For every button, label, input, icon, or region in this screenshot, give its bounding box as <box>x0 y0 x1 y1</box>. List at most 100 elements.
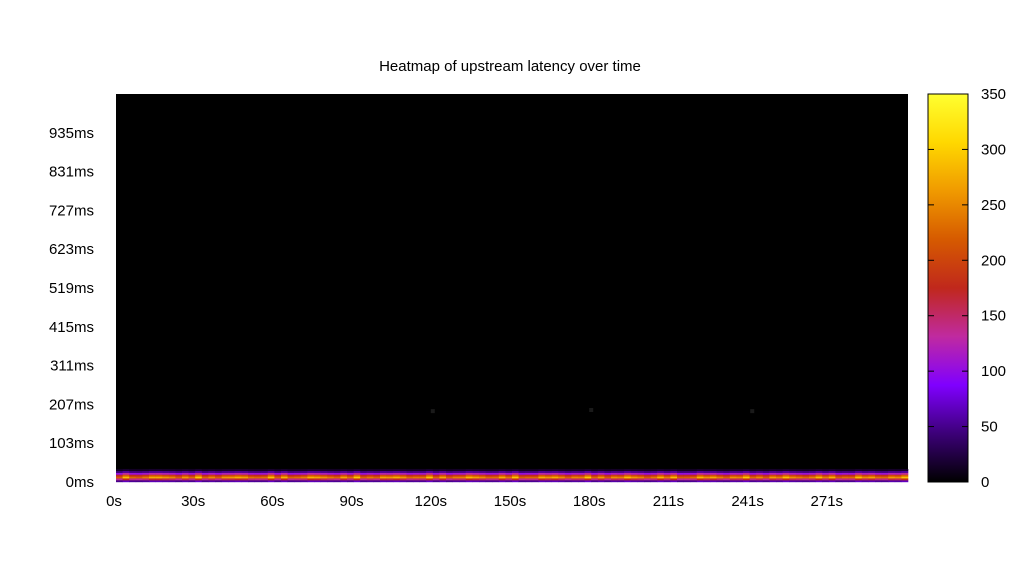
heatmap-cell <box>617 480 625 483</box>
heatmap-cell <box>901 480 909 483</box>
heatmap-cell <box>439 474 447 477</box>
heatmap-cell <box>426 476 434 479</box>
heatmap-cell <box>439 468 447 472</box>
heatmap-cell <box>135 476 143 479</box>
heatmap-cell <box>485 480 493 483</box>
heatmap-cell <box>710 476 717 479</box>
heatmap-cell <box>716 480 724 483</box>
heatmap-cell <box>828 472 836 475</box>
heatmap-cell <box>386 478 394 481</box>
heatmap-cell <box>657 472 665 475</box>
heatmap-cell <box>525 472 533 475</box>
heatmap-cell <box>201 472 209 475</box>
heatmap-cell <box>366 476 374 479</box>
heatmap-cell <box>360 468 368 472</box>
heatmap-cell <box>195 468 203 472</box>
heatmap-cell <box>571 480 579 483</box>
heatmap-cell <box>333 480 341 483</box>
heatmap-cell <box>875 474 882 477</box>
heatmap-cell <box>683 470 691 473</box>
heatmap-cell <box>254 468 262 472</box>
heatmap-cell <box>472 468 480 472</box>
heatmap-cell <box>696 474 704 477</box>
heatmap-cell <box>505 468 513 472</box>
heatmap-cell <box>492 474 500 477</box>
heatmap-cell <box>399 472 407 475</box>
heatmap-cell <box>861 476 869 479</box>
heatmap-cell <box>195 476 203 479</box>
heatmap-cell <box>848 470 856 473</box>
heatmap-cell <box>162 480 170 483</box>
heatmap-cell <box>314 478 321 481</box>
heatmap-cell <box>848 478 856 481</box>
heatmap-cell <box>756 478 764 481</box>
heatmap-cell <box>116 470 123 473</box>
heatmap-cell <box>274 478 282 481</box>
heatmap-cell <box>340 472 348 475</box>
y-tick-label: 207ms <box>49 396 94 413</box>
heatmap-cell <box>650 478 658 481</box>
heatmap-cell <box>320 472 328 475</box>
heatmap-cell <box>624 476 632 479</box>
heatmap-cell <box>135 478 143 481</box>
heatmap-cell <box>584 472 592 475</box>
y-tick-label: 623ms <box>49 241 94 258</box>
heatmap-cell <box>353 480 361 483</box>
heatmap-cell <box>162 468 170 472</box>
heatmap-cell <box>465 470 473 473</box>
heatmap-cell <box>512 474 519 477</box>
heatmap-cell <box>802 480 810 483</box>
heatmap-cell <box>485 468 493 472</box>
heatmap-cell <box>888 468 896 472</box>
heatmap-cell <box>399 478 407 481</box>
heatmap-cell <box>861 468 869 472</box>
heatmap-cell <box>835 472 843 475</box>
heatmap-cell <box>116 478 123 481</box>
heatmap-cell <box>604 478 612 481</box>
heatmap-cell <box>663 474 671 477</box>
heatmap-cell <box>360 470 368 473</box>
heatmap-cell <box>538 468 546 472</box>
heatmap-cell <box>175 478 183 481</box>
plot-background <box>116 94 908 482</box>
heatmap-cell <box>842 472 849 475</box>
heatmap-cell <box>274 472 282 475</box>
heatmap-cell <box>327 474 335 477</box>
heatmap-cell <box>545 474 552 477</box>
heatmap-cell <box>703 476 711 479</box>
heatmap-cell <box>340 478 348 481</box>
heatmap-cell <box>670 468 678 472</box>
x-tick-label: 241s <box>731 493 764 510</box>
heatmap-cell <box>419 468 427 472</box>
heatmap-cell <box>234 476 242 479</box>
heatmap-cell <box>815 468 823 472</box>
heatmap-cell <box>875 480 882 483</box>
colorbar-tick-label: 250 <box>981 197 1006 214</box>
heatmap-cell <box>789 470 797 473</box>
heatmap-cell <box>809 480 816 483</box>
heatmap-cell <box>393 468 401 472</box>
heatmap-cell <box>155 472 163 475</box>
heatmap-cell <box>505 472 513 475</box>
heatmap-cell <box>327 468 335 472</box>
heatmap-cell <box>710 480 717 483</box>
heatmap-cell <box>393 470 401 473</box>
heatmap-cell <box>901 470 909 473</box>
heatmap-cell <box>366 480 374 483</box>
heatmap-cell <box>842 468 849 472</box>
heatmap-cell <box>564 474 572 477</box>
heatmap-cell <box>795 476 803 479</box>
heatmap-cell <box>459 468 467 472</box>
colorbar-tick-label: 300 <box>981 141 1006 158</box>
heatmap-cell <box>347 476 354 479</box>
heatmap-cell <box>782 478 790 481</box>
heatmap-cell <box>822 470 830 473</box>
heatmap-cell <box>663 476 671 479</box>
heatmap-cell <box>360 474 368 477</box>
heatmap-cell <box>505 478 513 481</box>
heatmap-cell <box>769 474 777 477</box>
heatmap-cell <box>571 470 579 473</box>
heatmap-cell <box>776 480 783 483</box>
heatmap-cell <box>683 474 691 477</box>
heatmap-cell <box>195 470 203 473</box>
